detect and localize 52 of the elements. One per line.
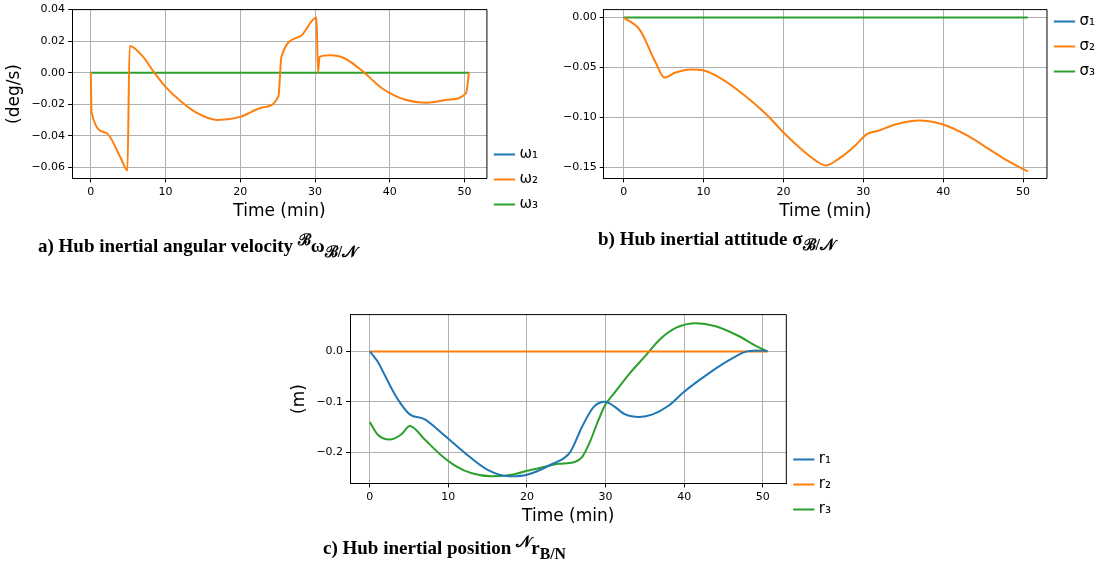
legend-label: σ₁	[1079, 11, 1096, 30]
y-tick-label: −0.10	[562, 110, 597, 124]
line-series	[368, 322, 769, 478]
legend-label: r₃	[818, 499, 832, 518]
y-tick-label: 0.00	[572, 10, 597, 24]
y-axis-title: (m)	[287, 384, 308, 414]
y-tick-label: −0.02	[31, 97, 66, 111]
x-tick-label: 10	[696, 184, 711, 198]
x-tick-label: 50	[1016, 184, 1031, 198]
y-tick-label: 0.04	[40, 2, 66, 16]
line-series	[622, 16, 1029, 173]
y-tick-label: 0.0	[325, 344, 344, 358]
x-tick-label: 20	[519, 489, 534, 503]
y-axis-title: (deg/s)	[2, 64, 23, 124]
legend-label: r₁	[818, 449, 832, 468]
legend-label: σ₂	[1079, 36, 1096, 55]
y-tick-label: −0.15	[562, 160, 597, 174]
x-tick-label: 30	[308, 184, 323, 198]
y-tick-label: 0.00	[40, 65, 66, 79]
y-tick-label: −0.05	[562, 60, 597, 74]
y-tick-label: −0.04	[31, 128, 66, 142]
y-tick-label: −0.06	[31, 160, 66, 174]
legend-label: r₂	[818, 474, 832, 493]
legend-label: ω₃	[519, 194, 538, 213]
x-tick-label: 40	[677, 489, 692, 503]
x-tick-label: 30	[598, 489, 613, 503]
x-tick-label: 50	[755, 489, 770, 503]
text: c) Hub inertial position $^{𝒩}$r$_{B/N}$	[322, 533, 567, 564]
x-axis-title: Time (min)	[232, 200, 326, 221]
x-tick-label: 0	[366, 489, 374, 503]
legend-label: σ₃	[1079, 61, 1096, 80]
legend-label: ω₁	[519, 144, 538, 163]
x-tick-label: 0	[620, 184, 628, 198]
line-series	[368, 349, 769, 478]
x-tick-label: 10	[441, 489, 456, 503]
y-tick-label: −0.1	[316, 394, 344, 408]
x-tick-label: 20	[776, 184, 791, 198]
x-tick-label: 20	[233, 184, 248, 198]
x-tick-label: 40	[936, 184, 951, 198]
y-tick-label: 0.02	[40, 34, 66, 48]
legend-label: ω₂	[519, 169, 538, 188]
x-tick-label: 0	[87, 184, 95, 198]
x-tick-label: 50	[457, 184, 472, 198]
line-series	[89, 16, 470, 172]
x-axis-title: Time (min)	[521, 505, 615, 526]
x-tick-label: 40	[382, 184, 397, 198]
x-tick-label: 30	[856, 184, 871, 198]
text: b) Hub inertial attitude σ$_{ℬ/𝒩}$	[597, 228, 839, 255]
x-tick-label: 10	[158, 184, 173, 198]
x-axis-title: Time (min)	[778, 200, 872, 221]
text: a) Hub inertial angular velocity $^{ℬ}$ω$_{ℬ/𝒩}$	[37, 230, 361, 263]
y-tick-label: −0.2	[316, 445, 344, 459]
